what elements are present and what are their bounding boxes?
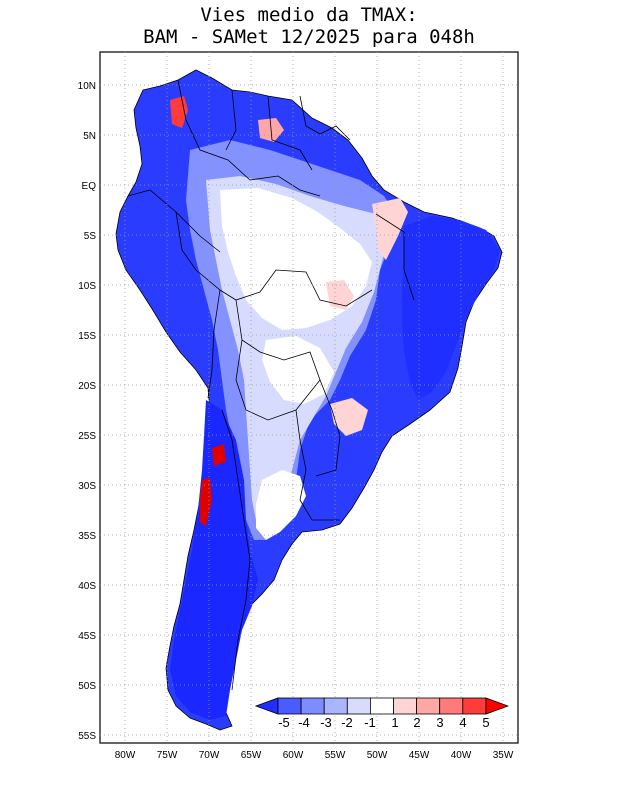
colorbar-swatch <box>346 697 371 715</box>
bias-area-pink-south <box>330 398 368 436</box>
lat-label: 15S <box>78 331 96 342</box>
graticule <box>100 52 518 743</box>
bias-area-pink-north <box>372 198 408 260</box>
lat-label: 10S <box>78 281 96 292</box>
colorbar-labels: -5 -4 -3 -2 -1 1 2 3 4 5 <box>278 715 489 730</box>
colorbar-label: 5 <box>482 715 489 730</box>
colorbar-label: 4 <box>459 715 466 730</box>
colorbar-label: 3 <box>436 715 443 730</box>
lat-label: 35S <box>78 531 96 542</box>
colorbar-label: -4 <box>298 715 310 730</box>
colorbar-label: 1 <box>391 715 398 730</box>
lat-label: 25S <box>78 431 96 442</box>
latitude-labels: 10N 5N EQ 5S 10S 15S 20S 25S 30S 35S 40S… <box>78 81 97 742</box>
bias-area-pink-central <box>326 280 354 310</box>
bias-area-red-colombia <box>170 96 188 128</box>
colorbar-swatch <box>323 697 348 715</box>
colorbar-swatch <box>462 697 487 715</box>
bias-area-strong-blue-northeast <box>402 216 500 400</box>
lat-label: 10N <box>78 81 96 92</box>
lon-label: 50W <box>367 750 388 761</box>
lat-label: 5S <box>84 231 97 242</box>
lat-label: 30S <box>78 481 96 492</box>
lat-label: 50S <box>78 681 96 692</box>
lat-label: 5N <box>83 131 96 142</box>
bias-area-red-andes-1 <box>212 444 226 466</box>
lon-label: 70W <box>199 750 220 761</box>
lat-label: 20S <box>78 381 96 392</box>
colorbar-right-arrow <box>485 697 510 715</box>
map-title-line1: Vies medio da TMAX: <box>200 4 418 26</box>
lat-label: 45S <box>78 631 96 642</box>
colorbar-swatch <box>439 697 464 715</box>
colorbar-label: -5 <box>278 715 290 730</box>
bias-area-white-south <box>256 470 306 540</box>
country-borders <box>127 79 415 691</box>
colorbar <box>254 697 510 715</box>
colorbar-swatch <box>369 697 394 715</box>
lat-label: EQ <box>82 181 97 192</box>
lon-label: 45W <box>409 750 430 761</box>
colorbar-swatch <box>416 697 441 715</box>
map-title-line2: BAM - SAMet 12/2025 para 048h <box>143 26 475 48</box>
lon-label: 55W <box>325 750 346 761</box>
lat-label: 55S <box>78 731 96 742</box>
colorbar-label: -3 <box>320 715 332 730</box>
bias-area-white-central <box>262 336 334 404</box>
bias-area-red-andes-2 <box>200 478 212 526</box>
lon-label: 80W <box>115 750 136 761</box>
lon-label: 65W <box>241 750 262 761</box>
colorbar-swatch <box>277 697 302 715</box>
colorbar-label: -1 <box>364 715 376 730</box>
colorbar-swatch <box>393 697 418 715</box>
lon-label: 40W <box>451 750 472 761</box>
lat-label: 40S <box>78 581 96 592</box>
colorbar-label: -2 <box>341 715 353 730</box>
lon-label: 35W <box>493 750 514 761</box>
lon-label: 60W <box>283 750 304 761</box>
colorbar-swatch <box>300 697 325 715</box>
longitude-labels: 80W 75W 70W 65W 60W 55W 50W 45W 40W 35W <box>115 750 514 761</box>
bias-area-strong-blue-andes <box>170 400 258 720</box>
lon-label: 75W <box>157 750 178 761</box>
colorbar-label: 2 <box>413 715 420 730</box>
